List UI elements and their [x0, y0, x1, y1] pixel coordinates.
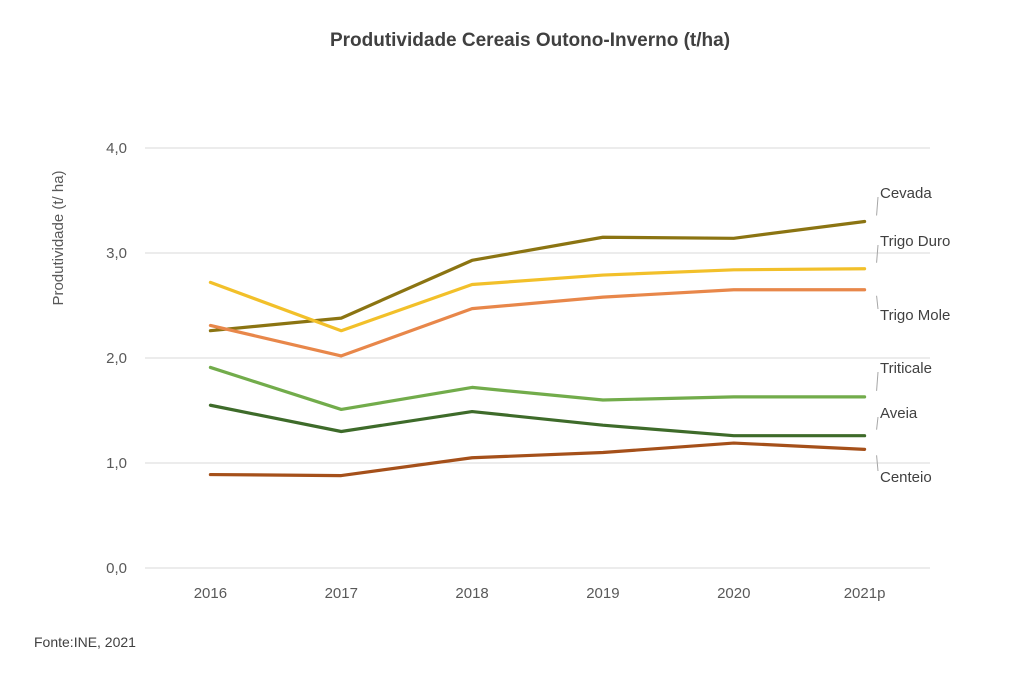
series-label: Triticale [880, 360, 932, 377]
x-tick-label: 2020 [717, 585, 750, 602]
x-tick-label: 2016 [194, 585, 227, 602]
series-lines [208, 219, 867, 478]
y-tick-label: 1,0 [106, 455, 127, 472]
chart-title: Produtividade Cereais Outono-Inverno (t/… [329, 30, 731, 51]
x-tick-label: 2017 [325, 585, 358, 602]
series-label-leader [876, 416, 879, 430]
series-label-leader [876, 244, 879, 263]
series-label: Centeio [880, 469, 932, 486]
series-label-leader [876, 455, 879, 472]
series-label-leader [876, 196, 879, 216]
x-tick-label: 2021p [844, 585, 886, 602]
series-label: Aveia [880, 405, 918, 422]
y-tick-label: 4,0 [106, 140, 127, 157]
series-label: Trigo Mole [880, 307, 950, 324]
series-line-trigo-mole [208, 288, 867, 358]
series-labels: Cevada Trigo Duro Trigo Mole Triticale Aveia… [876, 185, 950, 486]
series-line-triticale [208, 365, 867, 412]
series-label: Cevada [880, 185, 932, 202]
series-line-cevada [208, 219, 867, 333]
y-tick-label: 3,0 [106, 245, 127, 262]
y-axis-label: Produtividade (t/ ha) [50, 170, 67, 305]
x-tick-label: 2018 [455, 585, 488, 602]
series-line-centeio [208, 441, 867, 478]
x-axis-tick-labels: 2016 2017 2018 2019 2020 2021p [194, 585, 886, 602]
x-tick-label: 2019 [586, 585, 619, 602]
series-label-leader [876, 295, 879, 310]
y-tick-label: 2,0 [106, 350, 127, 367]
series-label-leader [876, 371, 879, 391]
series-line-trigo-duro [208, 267, 867, 333]
series-label: Trigo Duro [880, 233, 950, 250]
source-note: Fonte:INE, 2021 [34, 634, 136, 650]
gridlines [145, 147, 930, 569]
y-tick-label: 0,0 [106, 560, 127, 577]
series-line-aveia [208, 403, 867, 438]
y-axis-tick-labels: 0,0 1,0 2,0 3,0 4,0 [106, 140, 127, 577]
